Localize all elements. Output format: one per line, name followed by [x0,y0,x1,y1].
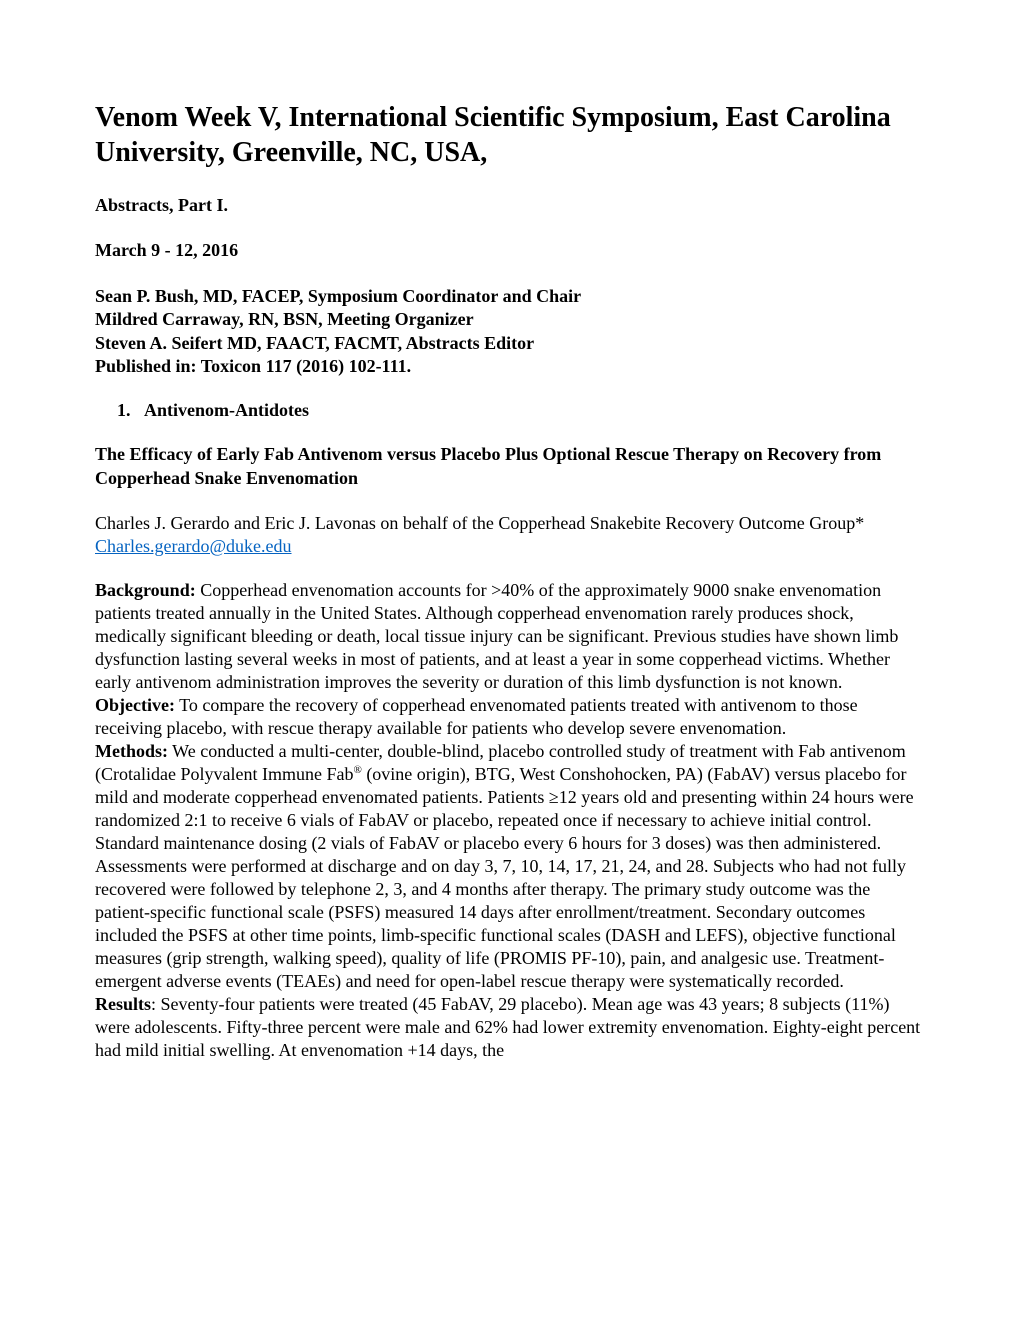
document-title: Venom Week V, International Scientific S… [95,100,925,170]
subtitle: Abstracts, Part I. [95,194,925,217]
registered-mark: ® [353,764,361,776]
document-page: Venom Week V, International Scientific S… [0,0,1020,1122]
organizers-block: Sean P. Bush, MD, FACEP, Symposium Coord… [95,285,925,379]
background-text: Copperhead envenomation accounts for >40… [95,580,898,692]
organizer-3: Steven A. Seifert MD, FAACT, FACMT, Abst… [95,332,925,355]
section-title: Antivenom-Antidotes [144,400,309,420]
section-heading: 1. Antivenom-Antidotes [95,400,925,421]
section-number: 1. [117,400,131,420]
organizer-1: Sean P. Bush, MD, FACEP, Symposium Coord… [95,285,925,308]
results-label: Results [95,994,151,1014]
organizer-2: Mildred Carraway, RN, BSN, Meeting Organ… [95,308,925,331]
abstract-authors: Charles J. Gerardo and Eric J. Lavonas o… [95,512,925,535]
background-label: Background: [95,580,196,600]
methods-label: Methods: [95,741,168,761]
dates-block: March 9 - 12, 2016 [95,239,925,262]
methods-text-post: (ovine origin), BTG, West Conshohocken, … [95,764,914,991]
objective-text: To compare the recovery of copperhead en… [95,695,858,738]
abstract-title: The Efficacy of Early Fab Antivenom vers… [95,443,925,490]
author-email-link[interactable]: Charles.gerardo@duke.edu [95,536,292,557]
published-in: Published in: Toxicon 117 (2016) 102-111… [95,355,925,378]
results-text: : Seventy-four patients were treated (45… [95,994,920,1060]
abstract-body: Background: Copperhead envenomation acco… [95,579,925,1063]
dates: March 9 - 12, 2016 [95,239,925,262]
subtitle-block: Abstracts, Part I. [95,194,925,217]
objective-label: Objective: [95,695,175,715]
